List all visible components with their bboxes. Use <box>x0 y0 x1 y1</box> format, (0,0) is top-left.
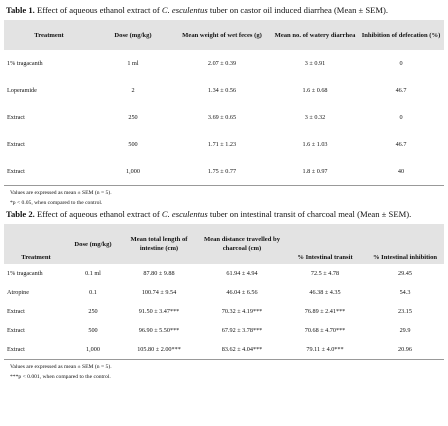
table2: Treatment Dose (mg/kg) Mean total length… <box>4 224 444 360</box>
table2-significance-note: ***p < 0.001, when compared to the contr… <box>10 374 111 380</box>
table-cell: 70.68 ± 4.70*** <box>304 327 346 334</box>
table-cell: 20.96 <box>366 340 444 360</box>
table-cell: 46.7 <box>395 140 407 148</box>
table-cell: 46.04 ± 6.56 <box>226 289 258 296</box>
table-cell: 1.6 ± 1.03 <box>302 140 328 148</box>
table-cell: Loperamide <box>7 86 37 94</box>
table1-header-cell: Inhibition of defecation (%) <box>361 31 441 39</box>
table-cell: Extract <box>7 327 25 334</box>
table1-header-cell: Dose (mg/kg) <box>114 31 152 39</box>
table-cell: 67.92 ± 3.78*** <box>221 327 263 334</box>
table1-note: Values are expressed as mean ± SEM (n = … <box>10 190 112 196</box>
table1-block: Table 1. Effect of aqueous ethanol extra… <box>4 4 444 208</box>
table-row: Extract 1,000 105.80 ± 2.00*** 83.62 ± 4… <box>4 340 444 360</box>
table2-caption-post: tuber on intestinal transit of charcoal … <box>209 209 412 219</box>
table-row: Loperamide 2 1.34 ± 0.56 1.6 ± 0.68 46.7 <box>4 77 444 104</box>
table2-block: Table 2. Effect of aqueous ethanol extra… <box>4 208 444 382</box>
table-cell: Extract <box>4 340 68 360</box>
table-cell: 500 <box>88 327 98 334</box>
table1-header-cell: Mean weight of wet feces (g) <box>182 31 262 39</box>
table1-caption-pre: Effect of aqueous ethanol extract of <box>36 5 160 15</box>
table1-header-row: Treatment Dose (mg/kg) Mean weight of we… <box>4 20 444 50</box>
table-cell: 70.32 ± 4.19*** <box>221 308 263 315</box>
table1: Treatment Dose (mg/kg) Mean weight of we… <box>4 20 444 186</box>
table-cell: 1.75 ± 0.77 <box>172 157 272 186</box>
table-cell: 1 ml <box>127 59 139 67</box>
table-cell: 83.62 ± 4.04*** <box>200 340 284 360</box>
table-cell: 0.1 ml <box>85 270 101 277</box>
table-cell: 29.9 <box>399 327 411 334</box>
table2-header-cell: Mean total length of intestine (cm) <box>130 236 188 252</box>
table-cell: 76.89 ± 2.41*** <box>304 308 346 315</box>
table-cell: 0 <box>399 59 403 67</box>
table-cell: 87.80 ± 9.88 <box>143 270 175 277</box>
table2-header-row: Treatment Dose (mg/kg) Mean total length… <box>4 224 444 264</box>
table-cell: 72.5 ± 4.78 <box>310 270 340 277</box>
table-cell: 0.1 <box>89 289 97 296</box>
table1-header-cell: Treatment <box>34 31 64 39</box>
table-row: 1% tragacanth 1 ml 2.07 ± 0.39 3 ± 0.91 … <box>4 50 444 77</box>
table-cell: 2 <box>131 86 135 94</box>
table2-caption: Table 2. Effect of aqueous ethanol extra… <box>6 208 444 220</box>
table-cell: 54.3 <box>399 289 411 296</box>
table-cell: 1% tragacanth <box>7 59 43 67</box>
table-cell: 40 <box>358 157 444 186</box>
table-cell: 1% tragacanth <box>7 270 43 277</box>
table2-note: Values are expressed as mean ± SEM (n = … <box>10 364 112 370</box>
table-cell: 100.74 ± 9.54 <box>141 289 177 296</box>
table-cell: 105.80 ± 2.00*** <box>118 340 200 360</box>
table-cell: Extract <box>4 157 94 186</box>
table1-caption-post: tuber on castor oil induced diarrhea (Me… <box>209 5 389 15</box>
table2-header-cell: % Intestinal inhibition <box>372 254 438 261</box>
table-row: Extract 1,000 1.75 ± 0.77 1.8 ± 0.97 40 <box>4 157 444 186</box>
table-cell: 1.71 ± 1.23 <box>207 140 237 148</box>
table2-caption-species: C. esculentus <box>161 209 208 219</box>
table-cell: 1,000 <box>68 340 118 360</box>
table-cell: Extract <box>7 308 25 315</box>
table-cell: 3.69 ± 0.65 <box>207 113 237 121</box>
table-row: Extract 500 96.90 ± 5.50*** 67.92 ± 3.78… <box>4 321 444 340</box>
table2-header-cell: % Intestinal transit <box>297 254 353 261</box>
table-cell: Extract <box>7 140 25 148</box>
table-row: Extract 250 3.69 ± 0.65 3 ± 0.32 0 <box>4 104 444 131</box>
table-cell: Extract <box>7 113 25 121</box>
table-cell: 46.7 <box>395 86 407 94</box>
table-cell: 1,000 <box>94 157 172 186</box>
table1-significance-note: *p < 0.05, when compared to the control. <box>10 200 103 206</box>
table-cell: 250 <box>128 113 138 121</box>
table2-header-cell: Dose (mg/kg) <box>74 240 112 248</box>
table-row: Atropine 0.1 100.74 ± 9.54 46.04 ± 6.56 … <box>4 283 444 302</box>
table-cell: 79.11 ± 4.0*** <box>284 340 366 360</box>
table-cell: 96.90 ± 5.50*** <box>138 327 180 334</box>
table2-label: Table 2. <box>6 209 35 219</box>
table2-header-cell: Mean distance travelled by charcoal (cm) <box>203 236 280 252</box>
table1-caption: Table 1. Effect of aqueous ethanol extra… <box>6 4 444 16</box>
table1-header-cell: Mean no. of watery diarrhea <box>274 31 356 39</box>
table-cell: 23.15 <box>398 308 412 315</box>
table-cell: 1.34 ± 0.56 <box>207 86 237 94</box>
table2-caption-pre: Effect of aqueous ethanol extract of <box>36 209 160 219</box>
table-row: Extract 250 91.50 ± 3.47*** 70.32 ± 4.19… <box>4 302 444 321</box>
table2-header-cell: Treatment <box>21 254 51 261</box>
table-cell: 3 ± 0.91 <box>304 59 326 67</box>
table-cell: 29.45 <box>398 270 412 277</box>
table-cell: 250 <box>88 308 98 315</box>
table-cell: 500 <box>128 140 138 148</box>
table-cell: 2.07 ± 0.39 <box>207 59 237 67</box>
table1-label: Table 1. <box>6 5 35 15</box>
table1-caption-species: C. esculentus <box>161 5 208 15</box>
table-cell: 1.8 ± 0.97 <box>272 157 358 186</box>
table-cell: Atropine <box>7 289 29 296</box>
table-cell: 1.6 ± 0.68 <box>302 86 328 94</box>
table-row: Extract 500 1.71 ± 1.23 1.6 ± 1.03 46.7 <box>4 131 444 158</box>
table-cell: 0 <box>399 113 403 121</box>
table-cell: 3 ± 0.32 <box>304 113 326 121</box>
table-cell: 46.38 ± 4.35 <box>309 289 341 296</box>
table-row: 1% tragacanth 0.1 ml 87.80 ± 9.88 61.94 … <box>4 264 444 283</box>
table-cell: 91.50 ± 3.47*** <box>138 308 180 315</box>
table-cell: 61.94 ± 4.94 <box>226 270 258 277</box>
